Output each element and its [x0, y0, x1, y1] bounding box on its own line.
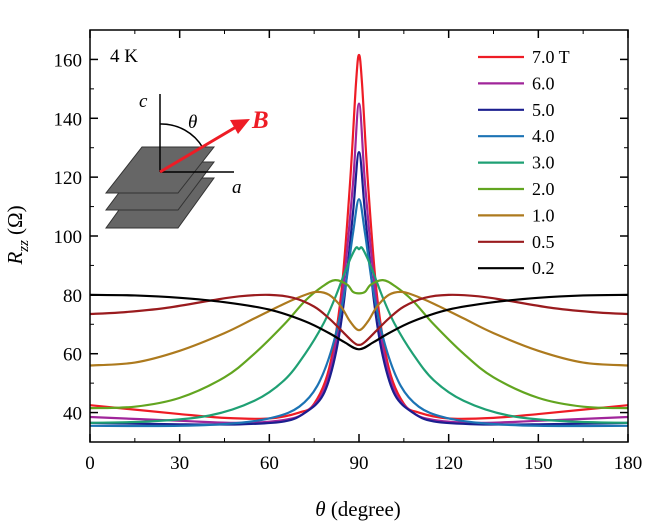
y-tick-label: 60 — [63, 345, 82, 366]
legend-label-5: 2.0 — [532, 179, 555, 199]
series-line-2 — [89, 151, 629, 426]
legend-label-6: 1.0 — [532, 205, 555, 225]
y-axis-label: Rzz (Ω) — [3, 205, 32, 265]
series-line-7 — [89, 293, 629, 346]
y-axis-symbol: R — [3, 252, 27, 266]
x-tick-label: 150 — [524, 453, 553, 474]
series-line-8 — [89, 293, 629, 351]
legend-label-2: 5.0 — [532, 100, 555, 120]
y-tick-label: 40 — [63, 404, 82, 425]
series-line-1 — [89, 102, 629, 424]
temperature-label: 4 K — [110, 46, 138, 67]
orientation-inset: c a θ B — [104, 91, 269, 229]
y-axis-subscript: zz — [16, 240, 32, 253]
x-tick-label: 180 — [614, 453, 643, 474]
legend-label-7: 0.5 — [532, 232, 555, 252]
y-tick-label: 140 — [54, 109, 83, 130]
ticks-layer: 0 30 60 90 120 150 180 40 60 80 100 120 140 160 — [54, 30, 643, 474]
inset-angle-arc — [159, 123, 204, 149]
inset-field-arrow — [159, 125, 237, 174]
y-axis-unit: (Ω) — [3, 205, 27, 235]
curves-layer — [89, 53, 629, 428]
y-tick-label: 80 — [63, 286, 82, 307]
legend-label-1: 6.0 — [532, 73, 555, 93]
x-tick-label: 30 — [170, 453, 189, 474]
legend-label-4: 3.0 — [532, 153, 555, 173]
series-line-6 — [89, 290, 629, 367]
y-tick-label: 100 — [54, 227, 83, 248]
x-axis-symbol: θ — [315, 497, 325, 521]
y-tick-label: 160 — [54, 50, 83, 71]
x-tick-label: 0 — [85, 453, 95, 474]
legend: 7.0 T 6.0 5.0 4.0 3.0 2.0 1.0 0.5 0.2 — [478, 47, 570, 278]
y-tick-label: 120 — [54, 168, 83, 189]
legend-label-3: 4.0 — [532, 126, 555, 146]
series-line-3 — [89, 198, 629, 428]
series-line-4 — [89, 246, 629, 424]
legend-label-0: 7.0 T — [532, 47, 570, 67]
legend-label-8: 0.2 — [532, 258, 555, 278]
inset-field-arrowhead — [230, 119, 250, 134]
x-tick-label: 120 — [434, 453, 463, 474]
series-line-5 — [89, 279, 629, 410]
x-axis-unit: (degree) — [331, 497, 401, 521]
inset-c-label: c — [139, 91, 148, 112]
x-tick-label: 90 — [350, 453, 369, 474]
inset-field-label: B — [251, 107, 269, 134]
x-tick-label: 60 — [260, 453, 279, 474]
inset-theta-label: θ — [188, 112, 197, 133]
x-axis-label: θ (degree) — [315, 497, 401, 521]
inset-a-label: a — [232, 177, 242, 198]
